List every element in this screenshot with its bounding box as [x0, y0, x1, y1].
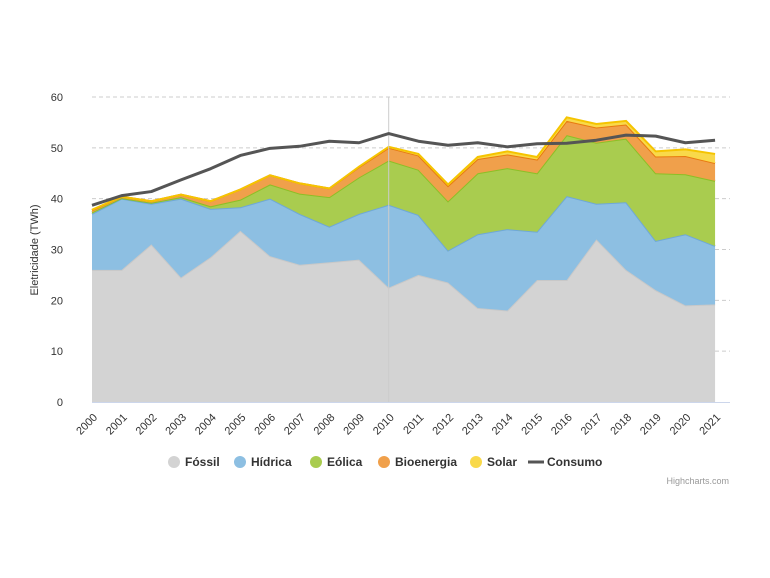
- x-tick-label: 2021: [697, 412, 723, 438]
- legend-label: Bioenergia: [395, 455, 457, 469]
- y-tick-label: 10: [51, 346, 63, 358]
- area-eólica: [92, 135, 716, 251]
- legend-label: Fóssil: [185, 455, 220, 469]
- area-line-solar: [91, 116, 716, 211]
- x-tick-label: 2020: [668, 412, 694, 438]
- legend-item-solar[interactable]: Solar: [470, 455, 517, 469]
- legend-label: Consumo: [547, 455, 602, 469]
- area-series: [91, 116, 716, 402]
- x-tick-label: 2004: [193, 412, 219, 438]
- y-tick-label: 50: [51, 143, 63, 155]
- area-fóssil: [92, 230, 716, 402]
- legend-item-eólica[interactable]: Eólica: [310, 455, 363, 469]
- x-tick-label: 2010: [371, 412, 397, 438]
- y-tick-label: 40: [51, 194, 63, 206]
- line-consumo: [91, 132, 716, 207]
- y-tick-label: 30: [51, 245, 63, 257]
- legend: Fóssil Hídrica Eólica Bioenergia Solar Consum…: [168, 455, 602, 469]
- x-tick-label: 2001: [104, 412, 130, 438]
- x-tick-label: 2016: [549, 412, 575, 438]
- legend-symbol-icon: [234, 456, 246, 468]
- legend-symbol-icon: [168, 456, 180, 468]
- x-tick-label: 2012: [430, 412, 456, 438]
- legend-symbol-icon: [470, 456, 482, 468]
- y-tick-label: 60: [51, 92, 63, 104]
- x-tick-label: 2019: [638, 412, 664, 438]
- x-tick-label: 2006: [252, 412, 278, 438]
- credits-link[interactable]: Highcharts.com: [666, 476, 729, 486]
- x-tick-label: 2002: [134, 412, 160, 438]
- x-tick-label: 2005: [223, 412, 249, 438]
- y-tick-label: 20: [51, 295, 63, 307]
- legend-label: Solar: [487, 455, 517, 469]
- x-axis: 2000 2001 2002 2003 2004 2005 2006 2007 2008 2009…: [74, 412, 723, 438]
- x-tick-label: 2007: [282, 412, 308, 438]
- x-tick-label: 2000: [74, 412, 100, 438]
- x-tick-label: 2014: [490, 412, 516, 438]
- y-axis: 0 10 20 30 40 50 60: [51, 92, 63, 409]
- x-tick-label: 2003: [163, 412, 189, 438]
- area-hídrica: [92, 196, 716, 311]
- x-tick-label: 2011: [401, 412, 426, 437]
- x-tick-label: 2013: [460, 412, 486, 438]
- x-tick-label: 2015: [519, 412, 545, 438]
- legend-item-bioenergia[interactable]: Bioenergia: [378, 455, 457, 469]
- x-tick-label: 2008: [312, 412, 338, 438]
- legend-item-hídrica[interactable]: Hídrica: [234, 455, 292, 469]
- legend-item-consumo[interactable]: Consumo: [528, 455, 602, 469]
- line-series: [91, 132, 716, 207]
- x-tick-label: 2009: [341, 412, 367, 438]
- legend-label: Hídrica: [251, 455, 292, 469]
- legend-item-fóssil[interactable]: Fóssil: [168, 455, 220, 469]
- y-axis-title: Eletricidade (TWh): [29, 204, 41, 295]
- legend-label: Eólica: [327, 455, 363, 469]
- legend-symbol-icon: [310, 456, 322, 468]
- legend-symbol-icon: [378, 456, 390, 468]
- y-tick-label: 0: [57, 397, 63, 409]
- x-tick-label: 2017: [579, 412, 605, 438]
- x-tick-label: 2018: [608, 412, 634, 438]
